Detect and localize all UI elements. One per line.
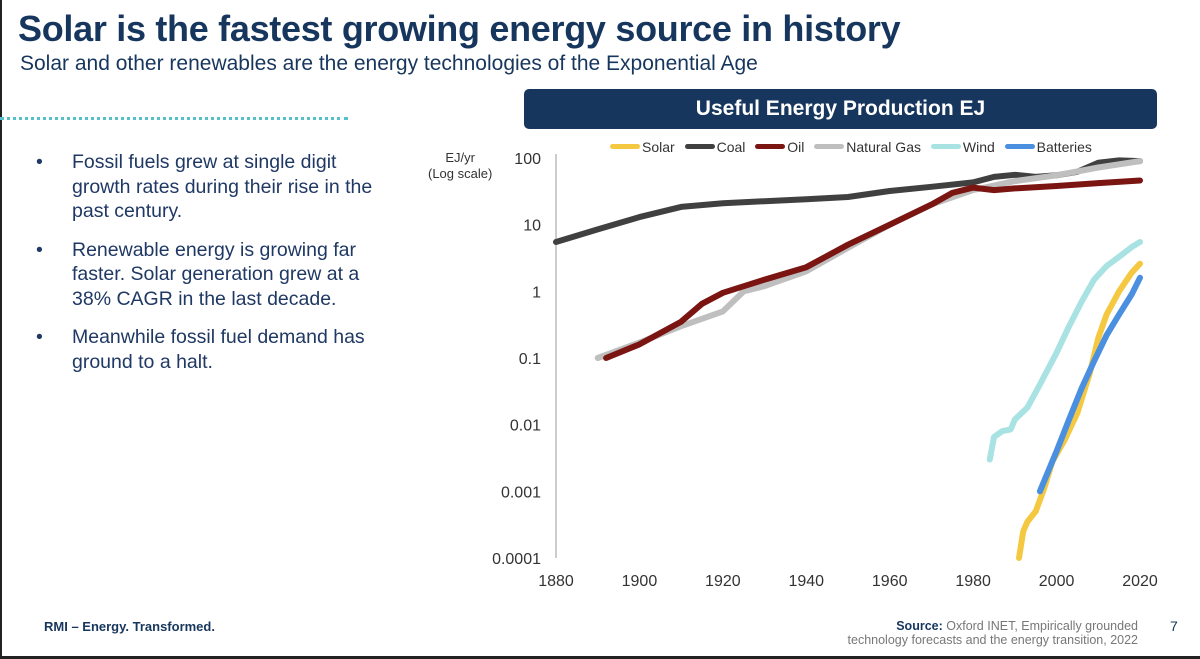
bullet-dot: • <box>36 151 43 173</box>
series-line-oil <box>603 177 1143 361</box>
legend-swatch <box>684 144 715 149</box>
x-tick-label: 1960 <box>872 573 908 590</box>
y-tick-label: 0.001 <box>501 484 541 501</box>
y-tick-label: 100 <box>514 151 541 168</box>
bullet-dot: • <box>36 326 43 348</box>
x-tick-label: 1900 <box>622 573 658 590</box>
legend-swatch <box>930 144 961 149</box>
y-tick-label: 0.1 <box>519 351 541 368</box>
legend-label: Wind <box>962 138 995 155</box>
bullet-item: • Fossil fuels grew at single digit growt… <box>36 150 396 224</box>
legend-swatch <box>755 144 786 149</box>
bullet-item: • Renewable energy is growing far faster.… <box>36 238 396 312</box>
dotted-divider <box>0 117 348 120</box>
x-tick-label: 1920 <box>705 573 741 590</box>
page-number: 7 <box>1170 618 1178 634</box>
slide-subtitle: Solar and other renewables are the energ… <box>20 52 758 75</box>
bullet-text: Renewable energy is growing far faster. … <box>72 238 360 310</box>
y-tick-label: 0.0001 <box>492 551 541 568</box>
y-axis-unit: EJ/yr <box>445 150 475 165</box>
y-axis-scale-note: (Log scale) <box>428 166 493 181</box>
x-tick-label: 2020 <box>1122 573 1158 590</box>
legend-label: Coal <box>716 138 746 155</box>
legend-item-natural-gas: Natural Gas <box>814 139 921 155</box>
x-tick-label: 2000 <box>1039 573 1075 590</box>
x-tick-label: 1880 <box>538 573 574 590</box>
slide-title: Solar is the fastest growing energy sour… <box>18 8 901 49</box>
chart-title: Useful Energy Production EJ <box>524 89 1157 129</box>
series-line-natural-gas <box>594 158 1143 361</box>
y-axis-unit-label: EJ/yr (Log scale) <box>428 150 492 182</box>
legend-label: Batteries <box>1036 138 1092 155</box>
bullet-list: • Fossil fuels grew at single digit growt… <box>36 150 396 388</box>
source-note: Source: Oxford INET, Empirically grounde… <box>848 619 1138 647</box>
legend-item-solar: Solar <box>610 139 675 155</box>
legend-item-batteries: Batteries <box>1004 138 1092 155</box>
legend-label: Oil <box>787 138 805 155</box>
legend-item-wind: Wind <box>930 138 995 155</box>
legend-label: Solar <box>642 138 675 155</box>
legend-label: Natural Gas <box>846 138 921 155</box>
legend-item-oil: Oil <box>755 139 804 155</box>
source-text-2: technology forecasts and the energy tran… <box>847 633 1138 647</box>
bullet-dot: • <box>36 238 43 261</box>
series-line-batteries <box>1036 274 1143 495</box>
brand-footer: RMI – Energy. Transformed. <box>44 619 215 634</box>
bullet-text: Fossil fuels grew at single digit growth… <box>72 151 373 222</box>
series-line-solar <box>1016 260 1143 561</box>
legend-item-coal: Coal <box>684 138 746 155</box>
x-tick-label: 1940 <box>788 573 824 590</box>
slide-left-border <box>0 0 2 659</box>
x-tick-label: 1980 <box>955 573 991 590</box>
source-label: Source: <box>896 619 943 633</box>
line-chart: 100 10 1 0.1 0.01 0.001 0.0001 1880 1900 1920 1940… <box>492 151 1158 590</box>
bullet-text: Meanwhile fossil fuel demand has ground … <box>72 326 365 373</box>
legend-swatch <box>1004 144 1035 149</box>
series-line-wind <box>986 239 1143 463</box>
y-tick-label: 0.01 <box>510 418 541 435</box>
source-text: Oxford INET, Empirically grounded <box>946 619 1138 633</box>
chart-legend: Solar Coal Oil Natural Gas Wind Batterie… <box>610 136 1098 155</box>
y-tick-label: 1 <box>532 284 541 301</box>
legend-swatch <box>814 144 845 149</box>
bullet-item: • Meanwhile fossil fuel demand has ground… <box>36 325 396 374</box>
slide-bottom-border <box>0 656 1200 659</box>
legend-swatch <box>610 144 640 149</box>
series-line-coal <box>553 157 1143 245</box>
y-tick-label: 10 <box>523 218 541 235</box>
